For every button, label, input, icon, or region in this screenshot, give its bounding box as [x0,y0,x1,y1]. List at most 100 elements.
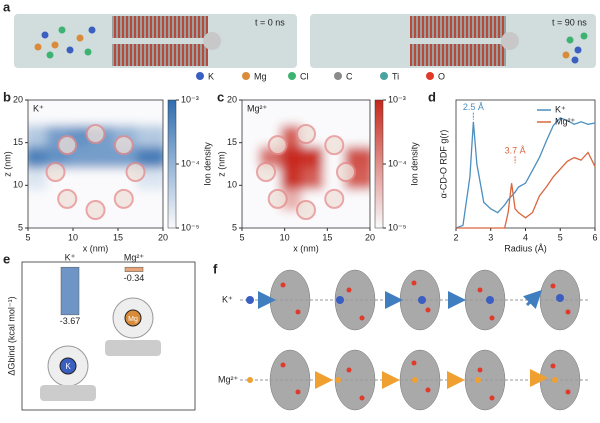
molecule-unit [85,200,106,220]
colorbar-tick-label: 10⁻⁴ [181,158,200,168]
row-label: Mg²⁺ [218,374,238,384]
ion-label: Mg²⁺ [247,103,267,113]
legend-label: Mg²⁺ [555,116,575,126]
x-tick-label: 20 [158,232,168,242]
x-tick-label: 5 [25,232,30,242]
trajectory-art [240,269,590,411]
category-label: K⁺ [65,252,76,262]
time-label: t = 0 ns [255,17,285,27]
colorbar-tick-label: 10⁻³ [388,94,406,104]
y-tick-label: 5 [232,222,237,232]
plot-frame [241,99,371,229]
x-tick-label: 5 [239,232,244,242]
x-axis-label: x (nm) [293,243,319,253]
simulation-box-art [14,14,596,68]
molecule-unit [336,162,356,182]
molecule-unit [57,188,78,209]
panel-label: d [428,89,436,104]
density-cell [344,100,370,126]
rdf-line [455,117,596,229]
bar [124,266,144,272]
x-tick-label: 6 [592,232,597,242]
panel-label: f [213,261,218,276]
legend-swatch [380,72,388,80]
legend-swatch [242,72,250,80]
time-label: t = 90 ns [552,17,587,27]
y-tick-label: 10 [227,180,237,190]
y-axis-label: ΔGbind (kcal mol⁻¹) [6,296,16,375]
colorbar-tick-label: 10⁻⁴ [388,158,407,168]
molecule-unit [267,135,288,156]
x-tick-label: 4 [523,232,528,242]
rdf-line [456,151,596,229]
panel-label: b [3,89,11,104]
legend-label: K⁺ [555,104,566,114]
legend-label: K [208,71,214,81]
x-tick-label: 15 [113,232,123,242]
molecule-unit [267,188,288,209]
icon-label: K [65,362,71,371]
y-axis-label: z (nm) [2,151,12,177]
colorbar-label: Ion density [202,142,212,186]
molecule-unit [324,188,345,209]
y-axis-label: z (nm) [216,151,226,177]
molecule-unit [113,188,134,209]
colorbar-tick-label: 10⁻³ [181,94,199,104]
bar [60,266,80,316]
plot-frame [27,99,164,229]
molecule-unit [256,162,276,182]
y-tick-label: 15 [13,137,23,147]
legend-label: C [346,71,353,81]
colorbar [374,99,384,229]
molecule-art [45,124,146,220]
legend-label: Mg [254,71,267,81]
panel-label: c [217,89,224,104]
x-tick-label: 10 [68,232,78,242]
y-tick-label: 20 [13,94,23,104]
molecule-unit [296,200,316,220]
colorbar [167,99,177,229]
x-tick-label: 10 [280,232,290,242]
molecule-unit [324,135,345,156]
x-axis-label: x (nm) [83,243,109,253]
panel-label: e [3,251,10,266]
value-label: -3.67 [60,316,81,326]
legend-label: Ti [392,71,399,81]
molecule-unit [296,124,316,144]
x-tick-label: 20 [365,232,375,242]
ion-label: K⁺ [33,103,44,113]
legend-swatch [196,72,204,80]
density-cell [136,100,163,126]
x-tick-label: 3 [488,232,493,242]
y-tick-label: 10 [13,180,23,190]
colorbar-tick-label: 10⁻⁵ [388,222,407,232]
y-tick-label: 15 [227,137,237,147]
legend-label: Cl [300,71,309,81]
x-axis-label: Radius (Å) [504,243,547,253]
value-label: -0.34 [124,273,145,283]
x-tick-label: 5 [558,232,563,242]
legend-swatch [334,72,342,80]
binding-icon-art [40,297,161,401]
y-tick-label: 20 [227,94,237,104]
molecule-art [256,124,356,220]
molecule-unit [57,135,78,156]
legend-label: O [438,71,445,81]
y-tick-label: 5 [18,222,23,232]
legend-swatch [426,72,434,80]
molecule-unit [85,124,106,144]
molecule-unit [45,162,66,182]
molecule-unit [113,135,134,156]
icon-label: Mg [128,316,138,323]
colorbar-label: Ion density [409,142,419,186]
y-axis-label: α-CD-O RDF g(r) [438,130,448,199]
annotation: 2.5 Å [463,102,484,112]
row-label: K⁺ [222,294,233,304]
plot-frame [21,261,196,411]
molecule-unit [125,162,146,182]
x-tick-label: 2 [453,232,458,242]
colorbar-tick-label: 10⁻⁵ [181,222,200,232]
panel-label: a [3,0,11,14]
x-tick-label: 15 [322,232,332,242]
